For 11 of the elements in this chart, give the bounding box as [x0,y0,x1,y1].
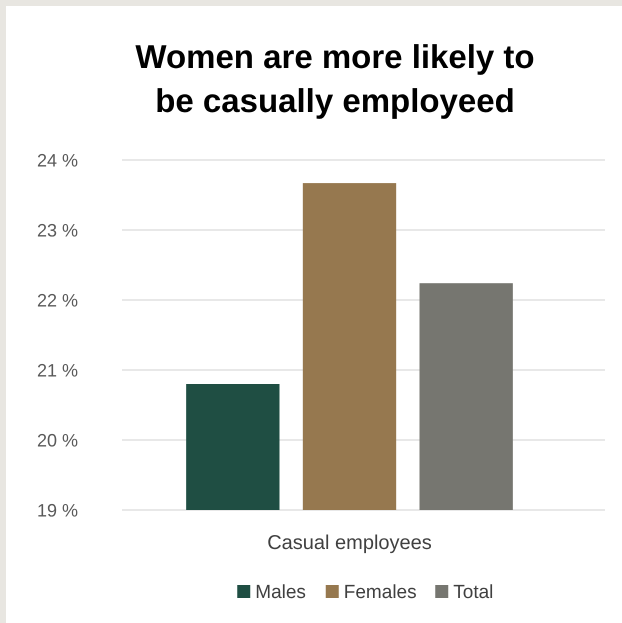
legend-label: Females [344,582,417,603]
y-tick-label: 23 % [36,220,78,240]
y-tick-label: 22 % [36,290,78,310]
legend-label: Total [453,582,494,603]
y-tick-label: 24 % [36,150,78,170]
legend-label: Males [255,582,306,603]
y-tick-label: 19 % [36,500,78,520]
y-tick-label: 20 % [36,430,78,450]
x-tick-label: Casual employees [267,532,432,554]
chart-title: Women are more likely to be casually employeed [135,38,535,119]
y-tick-label: 21 % [36,360,78,380]
